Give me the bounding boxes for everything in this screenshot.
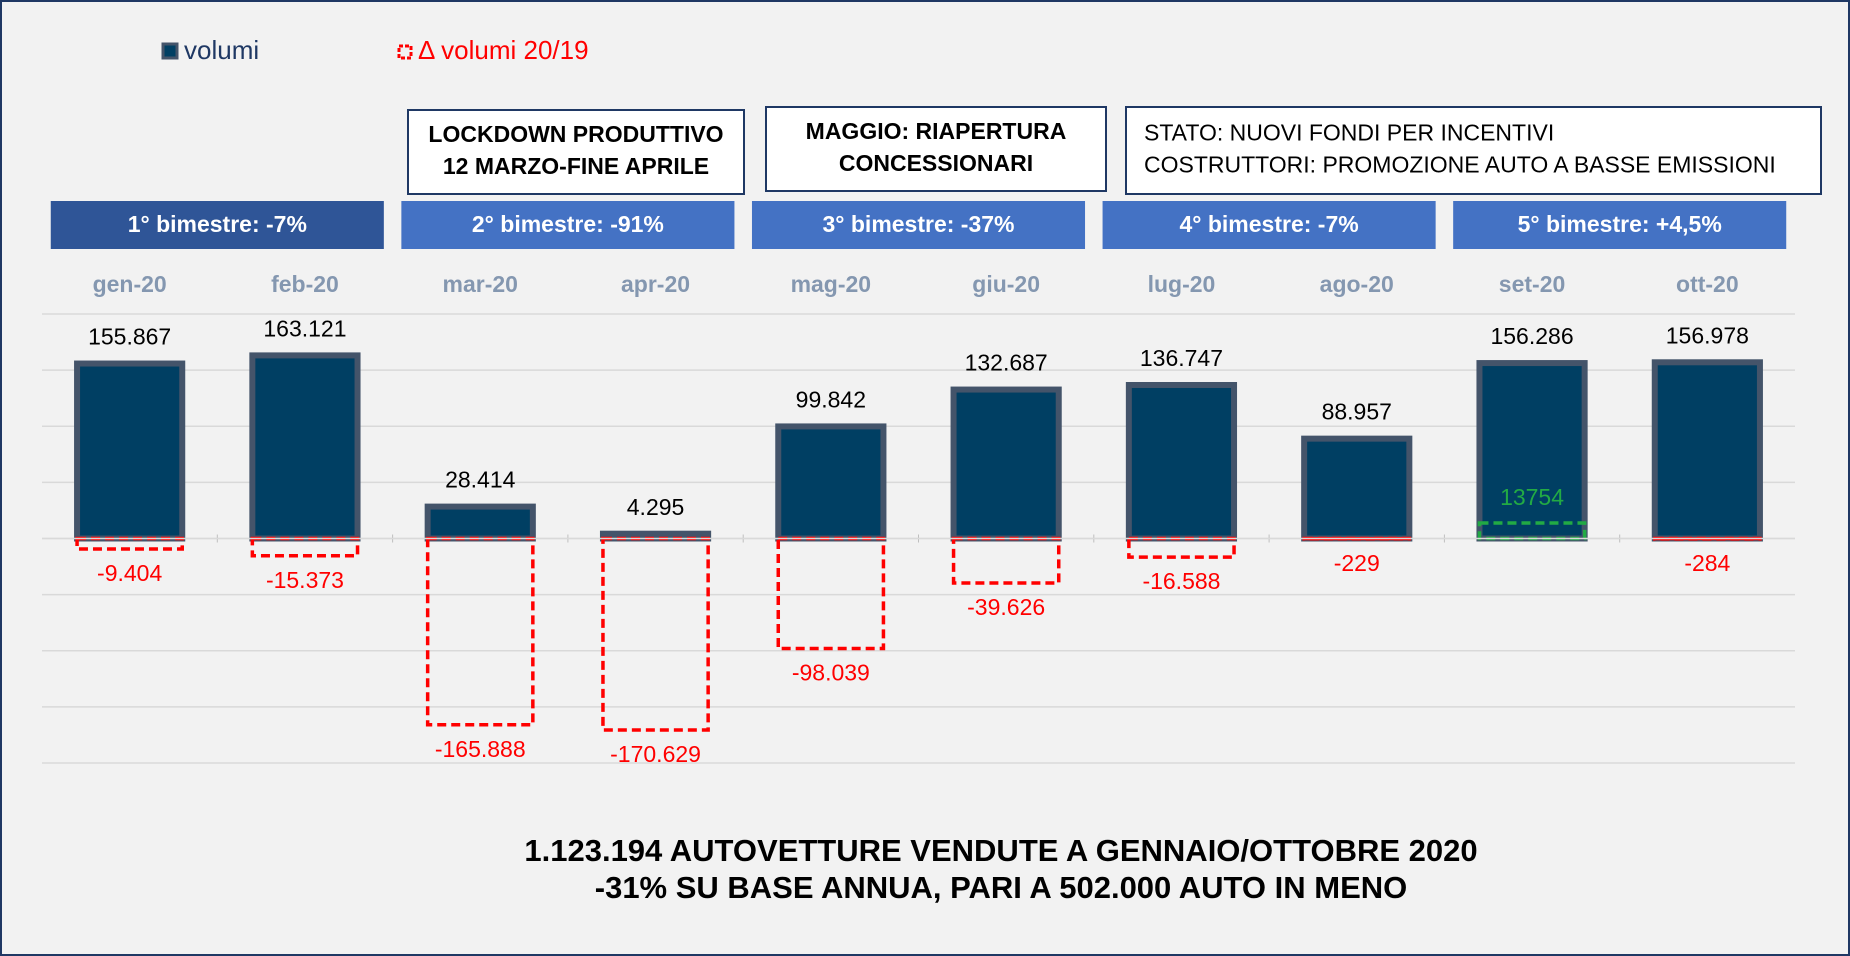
bar: [249, 352, 361, 542]
x-tick-label: set-20: [1499, 271, 1565, 297]
delta-label: -229: [1334, 550, 1380, 576]
value-label: 163.121: [263, 315, 346, 341]
bimester-label: 5° bimestre: +4,5%: [1518, 211, 1722, 237]
bimester-box: [751, 201, 1086, 249]
event-text: MAGGIO: RIAPERTURA: [806, 118, 1067, 144]
legend-label: Δ volumi 20/19: [418, 35, 589, 65]
value-label: 155.867: [88, 324, 171, 350]
legend-label: volumi: [184, 35, 259, 65]
delta-label: -16.588: [1142, 568, 1220, 594]
value-label: 136.747: [1140, 345, 1223, 371]
delta-bar: [75, 536, 184, 551]
footer-text: -31% SU BASE ANNUA, PARI A 502.000 AUTO …: [595, 870, 1408, 905]
footer-text: 1.123.194 AUTOVETTURE VENDUTE A GENNAIO/…: [524, 833, 1477, 868]
event-text: CONCESSIONARI: [839, 150, 1033, 176]
bar: [1125, 382, 1238, 542]
x-tick-label: ago-20: [1320, 271, 1394, 297]
x-tick-label: mar-20: [443, 271, 518, 297]
x-tick-label: gen-20: [93, 271, 167, 297]
value-label: 4.295: [627, 494, 685, 520]
bimester-label: 2° bimestre: -91%: [472, 211, 664, 237]
legend-swatch: [397, 44, 413, 60]
event-box: [765, 106, 1107, 192]
delta-bar: [1127, 536, 1236, 559]
delta-bar: [776, 536, 886, 651]
event-box: [407, 109, 745, 195]
x-tick-label: giu-20: [972, 271, 1040, 297]
delta-bar: [425, 536, 535, 727]
bar: [424, 503, 536, 542]
bar: [1301, 435, 1413, 542]
event-text: STATO: NUOVI FONDI PER INCENTIVI: [1144, 120, 1554, 146]
bar: [1476, 360, 1588, 542]
delta-bar: [601, 536, 710, 732]
value-label: 99.842: [796, 387, 866, 413]
bimester-box: [1102, 201, 1436, 249]
bimester-label: 1° bimestre: -7%: [128, 211, 307, 237]
x-tick-label: mag-20: [791, 271, 872, 297]
event-text: LOCKDOWN PRODUTTIVO: [428, 121, 723, 147]
event-text: COSTRUTTORI: PROMOZIONE AUTO A BASSE EMI…: [1144, 152, 1776, 178]
delta-label: 13754: [1500, 484, 1564, 510]
bimester-box: [1453, 201, 1787, 249]
delta-label: -15.373: [266, 567, 344, 593]
value-label: 156.978: [1666, 322, 1749, 348]
bar: [950, 386, 1062, 542]
delta-bar: [250, 536, 360, 558]
delta-bar: [951, 536, 1061, 585]
delta-label: -98.039: [792, 660, 870, 686]
delta-label: -9.404: [97, 560, 162, 586]
value-label: 88.957: [1322, 399, 1392, 425]
bar: [775, 423, 887, 542]
bimester-label: 4° bimestre: -7%: [1179, 211, 1358, 237]
bar: [74, 360, 186, 542]
value-label: 28.414: [445, 467, 516, 493]
bar: [1651, 359, 1763, 542]
bimester-label: 3° bimestre: -37%: [823, 211, 1015, 237]
bimester-box: [401, 201, 735, 249]
delta-label: -165.888: [435, 736, 526, 762]
delta-label: -170.629: [610, 741, 701, 767]
delta-label: -39.626: [967, 594, 1045, 620]
bimester-box: [50, 201, 384, 249]
delta-label: -284: [1684, 550, 1730, 576]
event-box: [1125, 106, 1822, 195]
value-label: 132.687: [965, 350, 1048, 376]
x-tick-label: feb-20: [271, 271, 339, 297]
event-text: 12 MARZO-FINE APRILE: [443, 153, 709, 179]
x-tick-label: apr-20: [621, 271, 690, 297]
x-tick-label: ott-20: [1676, 271, 1739, 297]
value-label: 156.286: [1490, 323, 1573, 349]
legend-swatch: [161, 42, 179, 60]
x-tick-label: lug-20: [1148, 271, 1216, 297]
